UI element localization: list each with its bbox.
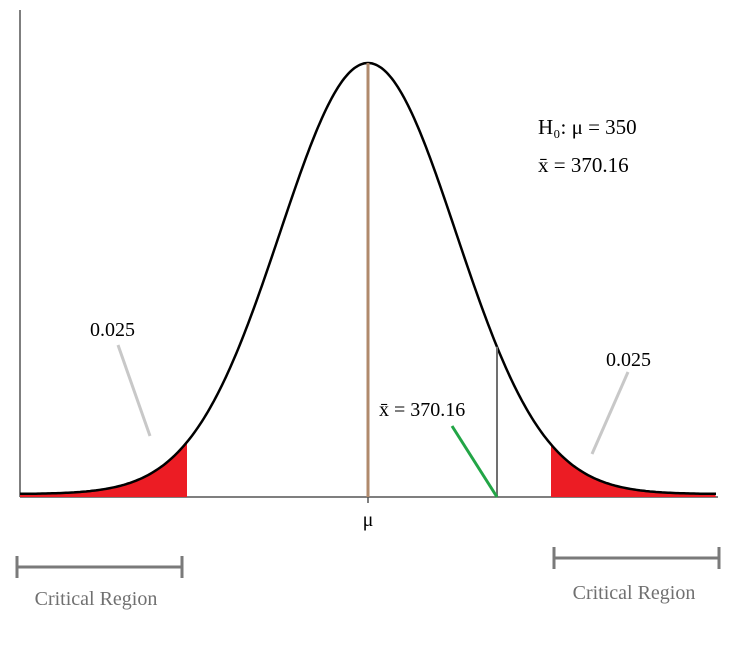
hypothesis-label: H₀: μ = 350 [538, 115, 637, 139]
sample-mean-marker-label: x̄ = 370.16 [379, 399, 465, 421]
mu-tick-label: μ [363, 509, 374, 531]
right-tail-pointer [590, 371, 630, 455]
right-region-label: Critical Region [573, 582, 696, 604]
right-tail-probability: 0.025 [606, 349, 651, 371]
left-tail-pointer [116, 344, 152, 437]
left-critical-tail [20, 442, 187, 497]
right-critical-tail [551, 444, 716, 497]
left-region-label: Critical Region [35, 588, 158, 610]
left-region-bracket [15, 556, 184, 578]
right-region-bracket [552, 547, 721, 569]
sample-mean-header: x̄ = 370.16 [538, 153, 629, 177]
sample-mean-pointer [450, 425, 499, 498]
left-tail-probability: 0.025 [90, 319, 135, 341]
